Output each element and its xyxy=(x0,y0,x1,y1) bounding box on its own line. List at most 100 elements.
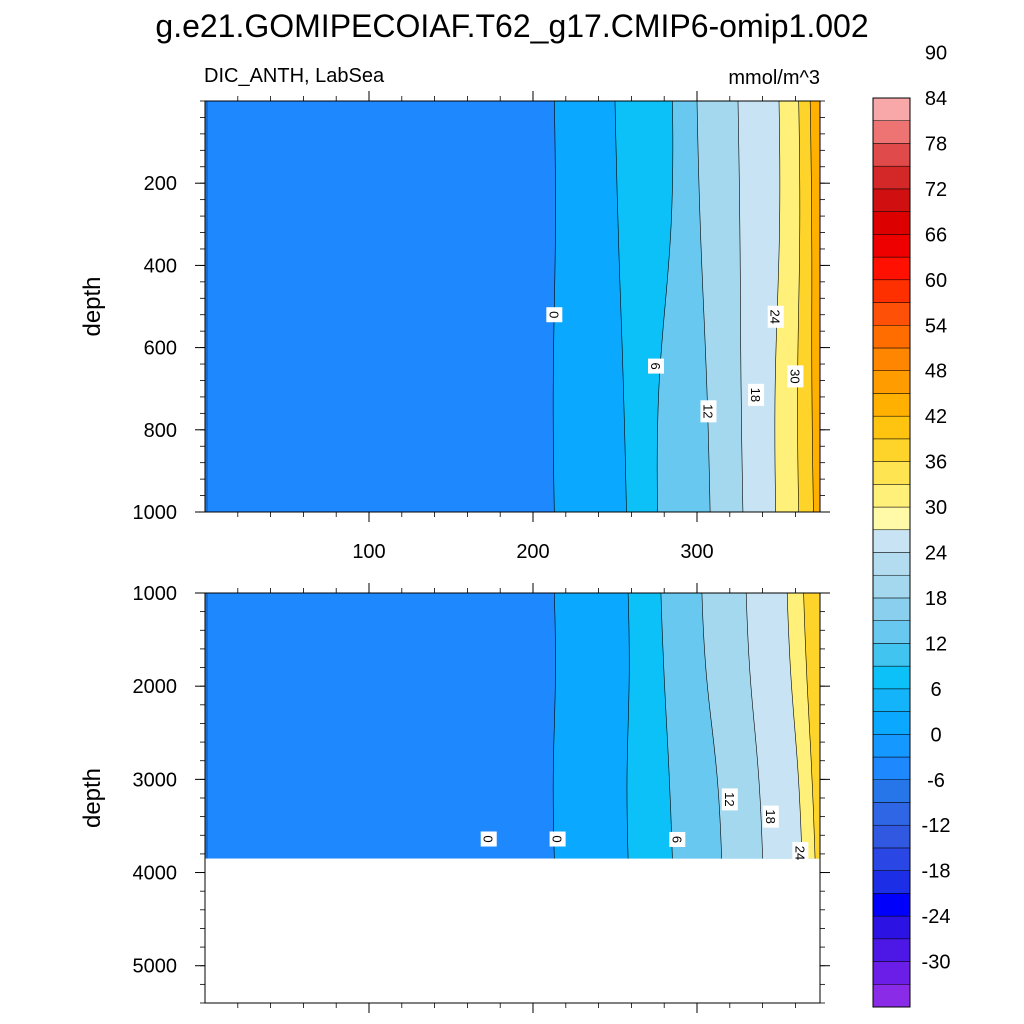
x-tick-label: 100 xyxy=(352,541,385,563)
colorbar-label: 36 xyxy=(925,452,947,474)
contour-line-6 xyxy=(626,593,630,859)
contour-line-18 xyxy=(696,101,711,512)
variable-label: DIC_ANTH, LabSea xyxy=(204,65,385,87)
colorbar-swatch xyxy=(872,461,911,485)
colorbar-swatch xyxy=(872,506,911,531)
y-tick-label: 4000 xyxy=(133,863,178,885)
contour-line-30 xyxy=(786,593,803,859)
colorbar-swatch xyxy=(872,552,911,576)
contour-line-24 xyxy=(745,593,763,859)
colorbar-label: 42 xyxy=(925,406,947,428)
contour-line-18 xyxy=(701,593,722,859)
contour-label-box xyxy=(767,305,784,328)
colorbar-label: 66 xyxy=(925,224,947,246)
colorbar-swatch xyxy=(872,597,911,621)
figure-title: g.e21.GOMIPECOIAF.T62_g17.CMIP6-omip1.00… xyxy=(155,8,868,44)
fill-band-42 xyxy=(810,101,820,512)
y-tick-label: 200 xyxy=(144,173,177,195)
contour-line-24 xyxy=(737,101,744,512)
y-tick-label: 1000 xyxy=(133,502,178,524)
contour-label-box xyxy=(480,831,497,847)
colorbar-swatch xyxy=(872,370,911,394)
colorbar-swatch xyxy=(872,847,911,871)
contour-label-box xyxy=(700,400,717,423)
colorbar-swatch xyxy=(872,393,911,417)
contour-label-text: 0 xyxy=(481,835,496,842)
contour-label: 18 xyxy=(748,383,765,406)
contour-label: 0 xyxy=(549,831,566,847)
contour-label-text: 24 xyxy=(768,310,783,324)
y-axis-label: depth xyxy=(79,276,106,336)
colorbar-label: 60 xyxy=(925,270,947,292)
x-tick-label: 300 xyxy=(680,541,713,563)
colorbar: -30 -24 -18 -12 -6 0 6 12 18 24 30 36 42 48 54 60 66 72 78… xyxy=(872,43,951,1008)
contour-label-box xyxy=(549,831,566,847)
colorbar-swatch xyxy=(872,688,911,712)
colorbar-label: 30 xyxy=(925,497,947,519)
contour-label: 24 xyxy=(792,841,809,864)
colorbar-swatch xyxy=(872,256,911,281)
colorbar-label: 54 xyxy=(925,315,947,337)
y-tick-label: 2000 xyxy=(133,676,178,698)
contour-label: 0 xyxy=(546,307,563,323)
contour-line-12 xyxy=(656,101,674,512)
colorbar-label: 24 xyxy=(925,543,947,565)
colorbar-swatch xyxy=(872,347,911,371)
colorbar-swatch xyxy=(872,529,911,553)
contour-label-box xyxy=(546,307,563,323)
y-tick-label: 3000 xyxy=(133,769,178,791)
plot-frame xyxy=(204,100,821,513)
contour-label-box xyxy=(748,383,765,406)
colorbar-swatch xyxy=(872,438,911,462)
contour-label-text: 6 xyxy=(669,836,684,843)
colorbar-swatch xyxy=(872,756,911,781)
colorbar-swatch xyxy=(872,734,911,758)
colorbar-swatch xyxy=(872,120,911,144)
contour-label-text: 18 xyxy=(763,809,778,823)
colorbar-label: 12 xyxy=(925,633,947,655)
colorbar-label: 72 xyxy=(925,179,947,201)
colorbar-label: 78 xyxy=(925,133,947,155)
contour-line-0 xyxy=(552,593,556,859)
contour-label-text: 6 xyxy=(648,362,663,369)
colorbar-swatch xyxy=(872,143,911,167)
colorbar-swatch xyxy=(872,643,911,667)
colorbar-swatch xyxy=(872,870,911,894)
colorbar-label: 48 xyxy=(925,361,947,383)
y-tick-label: 1000 xyxy=(133,583,178,605)
colorbar-label: 6 xyxy=(930,679,941,701)
contour-label-text: 12 xyxy=(722,792,737,806)
colorbar-label: -12 xyxy=(922,815,951,837)
contour-label: 0 xyxy=(480,831,497,847)
colorbar-label: 18 xyxy=(925,588,947,610)
contour-label-box xyxy=(669,831,686,847)
colorbar-swatch xyxy=(872,984,911,1008)
colorbar-swatch xyxy=(872,325,911,349)
colorbar-swatch xyxy=(872,97,911,121)
y-tick-label: 400 xyxy=(144,255,177,277)
colorbar-swatch xyxy=(872,938,911,962)
contour-label-text: 24 xyxy=(792,846,807,860)
contour-label-text: 0 xyxy=(550,835,565,842)
y-tick-label: 5000 xyxy=(133,956,178,978)
contour-label-text: 0 xyxy=(546,311,561,318)
panel-1: 200 400 600 800 1000 100 200 300 depth 0 6 12 18 24 30 xyxy=(79,91,830,563)
colorbar-swatch xyxy=(872,165,911,190)
colorbar-swatch xyxy=(872,665,911,690)
contour-label: 6 xyxy=(648,358,664,374)
contour-fills xyxy=(205,593,820,859)
colorbar-frame xyxy=(872,97,911,1008)
contour-label-text: 30 xyxy=(787,369,802,383)
colorbar-label: 0 xyxy=(930,724,941,746)
colorbar-label: -30 xyxy=(922,952,951,974)
contour-line-36 xyxy=(803,593,816,859)
y-tick-label: 800 xyxy=(144,420,177,442)
contour-line-42 xyxy=(809,101,814,512)
contour-line-36 xyxy=(797,101,801,512)
units-label: mmol/m^3 xyxy=(728,67,820,89)
contour-label-box xyxy=(648,358,664,374)
colorbar-swatch xyxy=(872,779,911,803)
y-axis-label: depth xyxy=(79,768,106,828)
